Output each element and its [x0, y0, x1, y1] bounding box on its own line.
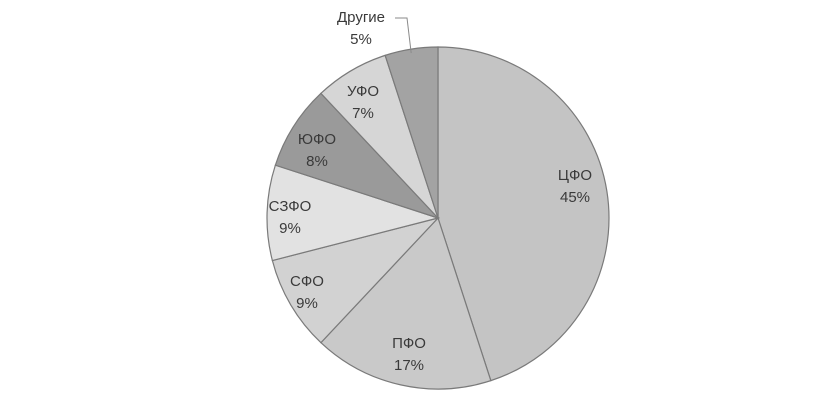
- slice-label-name: ЦФО: [558, 167, 592, 184]
- slice-label-name: СФО: [290, 273, 324, 290]
- pie-slice-3: [271, 216, 440, 344]
- pie-slice-4: [266, 164, 441, 262]
- slice-label-value: 7%: [352, 105, 374, 122]
- slice-label-value: 8%: [306, 153, 328, 170]
- slice-label-name: ПФО: [392, 335, 426, 352]
- slice-label-value: 17%: [394, 357, 424, 374]
- slice-label-name: ЮФО: [298, 131, 336, 148]
- pie-slice-1: [437, 46, 610, 382]
- pie-slice-7: [384, 46, 439, 219]
- slice-label-value: 9%: [296, 295, 318, 312]
- pie-slice-2: [320, 216, 492, 390]
- slice-label-value: 9%: [279, 220, 301, 237]
- slice-label-name: УФО: [347, 83, 379, 100]
- leader-line: [395, 17, 412, 54]
- slice-label-name: Другие: [337, 9, 385, 26]
- slice-label-value: 45%: [560, 189, 590, 206]
- slice-label-value: 5%: [350, 31, 372, 48]
- slice-label-name: СЗФО: [269, 198, 312, 215]
